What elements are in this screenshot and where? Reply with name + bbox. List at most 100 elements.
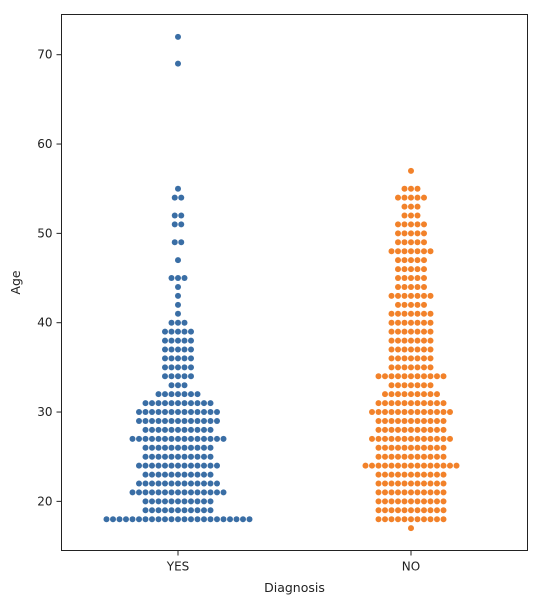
data-point bbox=[421, 507, 427, 514]
data-point bbox=[388, 364, 395, 371]
data-point bbox=[382, 480, 388, 487]
data-point bbox=[421, 480, 427, 487]
data-point bbox=[388, 337, 395, 344]
data-point bbox=[375, 507, 382, 514]
data-point bbox=[207, 516, 214, 523]
data-point bbox=[421, 310, 427, 317]
data-point bbox=[401, 212, 408, 219]
data-point bbox=[188, 346, 194, 353]
data-point bbox=[395, 382, 401, 389]
data-point bbox=[427, 292, 434, 299]
data-point bbox=[421, 516, 427, 523]
data-point bbox=[401, 185, 408, 192]
data-point bbox=[408, 230, 414, 237]
data-point bbox=[395, 417, 401, 424]
data-point bbox=[168, 373, 175, 380]
data-point bbox=[142, 498, 149, 505]
data-point bbox=[175, 453, 181, 460]
data-point bbox=[168, 444, 175, 451]
data-point bbox=[395, 292, 401, 299]
data-point bbox=[440, 409, 447, 416]
y-tick-label-40: 40 bbox=[37, 316, 52, 330]
data-point bbox=[175, 364, 181, 371]
data-point bbox=[408, 471, 414, 478]
data-point bbox=[155, 471, 162, 478]
data-point bbox=[434, 471, 440, 478]
data-point bbox=[421, 266, 427, 273]
data-point bbox=[162, 373, 168, 380]
data-point bbox=[434, 480, 440, 487]
data-point bbox=[201, 426, 207, 433]
data-point bbox=[434, 444, 440, 451]
data-point bbox=[408, 498, 414, 505]
data-point bbox=[401, 444, 408, 451]
data-point bbox=[408, 489, 414, 496]
data-point bbox=[421, 328, 427, 335]
data-point bbox=[181, 489, 188, 496]
data-point bbox=[162, 409, 168, 416]
data-point bbox=[375, 489, 382, 496]
data-point bbox=[188, 391, 194, 398]
data-point bbox=[408, 435, 414, 442]
data-point bbox=[414, 516, 421, 523]
data-point bbox=[155, 462, 162, 469]
data-point bbox=[162, 346, 168, 353]
data-point bbox=[427, 444, 434, 451]
y-axis: 20 30 40 50 60 70 bbox=[37, 48, 62, 508]
data-point bbox=[421, 382, 427, 389]
data-point bbox=[155, 480, 162, 487]
data-point bbox=[388, 507, 395, 514]
data-point bbox=[194, 507, 201, 514]
data-point bbox=[136, 435, 142, 442]
data-point bbox=[375, 516, 382, 523]
data-point bbox=[207, 409, 214, 416]
data-point bbox=[395, 480, 401, 487]
data-point bbox=[155, 453, 162, 460]
data-point bbox=[188, 400, 194, 407]
data-point bbox=[168, 435, 175, 442]
data-point bbox=[175, 301, 181, 308]
data-point bbox=[414, 489, 421, 496]
data-point bbox=[142, 417, 149, 424]
data-point bbox=[447, 462, 453, 469]
data-point bbox=[408, 328, 414, 335]
data-point bbox=[414, 283, 421, 290]
data-point bbox=[168, 355, 175, 362]
data-point bbox=[382, 426, 388, 433]
data-point bbox=[162, 498, 168, 505]
data-point bbox=[395, 346, 401, 353]
data-point bbox=[421, 409, 427, 416]
data-point bbox=[149, 507, 155, 514]
data-point bbox=[388, 355, 395, 362]
data-point bbox=[414, 426, 421, 433]
data-point bbox=[382, 453, 388, 460]
data-point bbox=[162, 462, 168, 469]
data-point bbox=[408, 462, 414, 469]
data-point bbox=[181, 319, 188, 326]
data-point bbox=[388, 480, 395, 487]
data-point bbox=[414, 507, 421, 514]
data-point bbox=[162, 426, 168, 433]
data-point bbox=[427, 480, 434, 487]
data-point bbox=[175, 355, 181, 362]
data-point bbox=[388, 373, 395, 380]
data-point bbox=[103, 516, 110, 523]
data-point bbox=[427, 489, 434, 496]
data-point bbox=[421, 319, 427, 326]
data-point bbox=[168, 382, 175, 389]
data-point bbox=[388, 471, 395, 478]
data-point bbox=[181, 373, 188, 380]
data-point bbox=[401, 257, 408, 264]
data-point bbox=[414, 248, 421, 255]
data-point bbox=[175, 507, 181, 514]
data-point bbox=[220, 435, 227, 442]
data-point bbox=[168, 337, 175, 344]
data-point bbox=[388, 328, 395, 335]
data-point bbox=[168, 319, 175, 326]
data-point bbox=[149, 417, 155, 424]
data-point bbox=[181, 444, 188, 451]
data-point bbox=[181, 462, 188, 469]
data-point bbox=[414, 453, 421, 460]
data-point bbox=[171, 212, 178, 219]
